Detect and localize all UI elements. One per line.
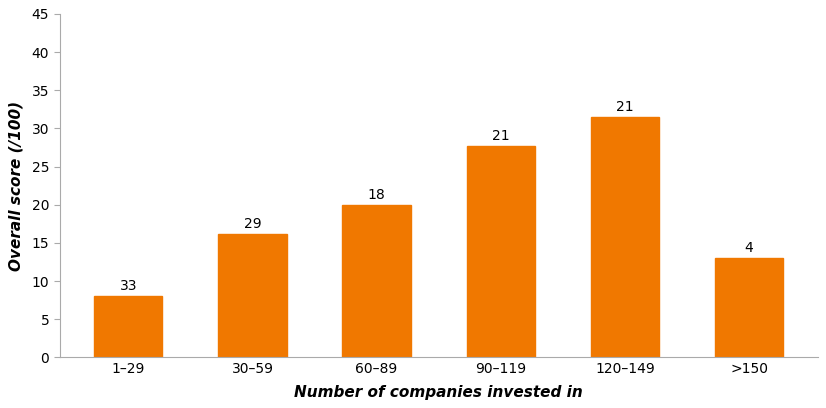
Bar — [591, 117, 659, 357]
Bar — [467, 146, 535, 357]
Text: 33: 33 — [120, 279, 137, 293]
Bar — [715, 258, 783, 357]
Text: 29: 29 — [244, 217, 261, 231]
Text: 18: 18 — [368, 188, 386, 202]
Text: 21: 21 — [616, 100, 634, 114]
Text: 4: 4 — [745, 241, 753, 255]
Y-axis label: Overall score (/100): Overall score (/100) — [8, 101, 23, 271]
Bar — [218, 234, 287, 357]
Bar — [343, 205, 411, 357]
Text: 21: 21 — [492, 129, 510, 143]
X-axis label: Number of companies invested in: Number of companies invested in — [294, 385, 583, 400]
Bar — [94, 296, 163, 357]
